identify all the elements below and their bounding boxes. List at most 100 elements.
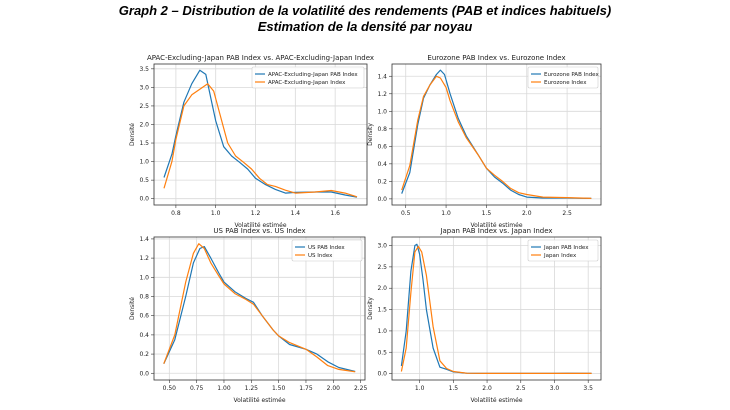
y-tick-label: 2.5 bbox=[139, 103, 149, 110]
x-tick-label: 1.4 bbox=[291, 210, 301, 217]
y-tick-label: 0.4 bbox=[377, 161, 387, 168]
legend-label: Eurozone Index bbox=[544, 80, 587, 86]
legend-box bbox=[291, 239, 363, 262]
x-tick-label: 2.5 bbox=[516, 385, 526, 392]
y-tick-label: 0.4 bbox=[139, 332, 149, 339]
legend: APAC-Excluding-Japan PAB Index APAC-Exclu… bbox=[251, 66, 365, 89]
y-tick-label: 3.0 bbox=[139, 84, 149, 91]
y-tick-label: 3.0 bbox=[377, 243, 387, 250]
series-line-index bbox=[400, 245, 592, 374]
legend-label: APAC-Excluding-Japan Index bbox=[268, 80, 346, 86]
subplot-title: Japan PAB Index vs. Japan Index bbox=[439, 227, 552, 235]
legend: Eurozone PAB Index Eurozone Index bbox=[527, 66, 599, 89]
y-tick-label: 1.0 bbox=[377, 108, 387, 115]
x-tick-label: 0.50 bbox=[163, 385, 177, 392]
figure-subtitle: Estimation de la densité par noyau bbox=[257, 19, 473, 34]
x-tick-label: 1.5 bbox=[482, 210, 492, 217]
y-axis-label: Densité bbox=[129, 297, 136, 320]
x-tick-label: 1.25 bbox=[245, 385, 259, 392]
legend-label: Japan Index bbox=[543, 253, 577, 259]
x-tick-label: 2.0 bbox=[522, 210, 532, 217]
subplot-4: 1.0 1.5 2.0 2.5 3.0 3.5 0.0 0.5 1.0 1.5 2.0 2.5 3.0 J… bbox=[367, 227, 602, 404]
legend: US PAB Index US Index bbox=[291, 239, 363, 262]
y-axis-label: Density bbox=[367, 297, 374, 320]
y-tick-label: 0.0 bbox=[377, 196, 387, 203]
legend-label: US Index bbox=[308, 253, 333, 259]
y-axis-label: Densité bbox=[129, 123, 136, 146]
y-tick-label: 1.4 bbox=[377, 73, 387, 80]
y-tick-label: 2.0 bbox=[377, 285, 387, 292]
y-tick-label: 0.5 bbox=[377, 349, 387, 356]
x-tick-label: 1.50 bbox=[272, 385, 286, 392]
x-tick-label: 2.0 bbox=[482, 385, 492, 392]
x-tick-label: 3.5 bbox=[583, 385, 593, 392]
y-tick-label: 0.6 bbox=[139, 313, 149, 320]
subplot-title: Eurozone PAB Index vs. Eurozone Index bbox=[427, 54, 565, 62]
x-tick-label: 1.0 bbox=[415, 385, 425, 392]
y-axis-label: Density bbox=[367, 123, 374, 146]
subplot-2: 0.5 1.0 1.5 2.0 2.5 0.0 0.2 0.4 0.6 0.8 1.0 1.2 1.4 E… bbox=[367, 54, 602, 229]
y-tick-label: 0.5 bbox=[139, 177, 149, 184]
series-line-index bbox=[163, 243, 356, 373]
series-line-pab bbox=[163, 246, 356, 372]
y-tick-label: 1.5 bbox=[377, 307, 387, 314]
legend-label: Eurozone PAB Index bbox=[544, 72, 599, 78]
subplot-3: 0.50 0.75 1.00 1.25 1.50 1.75 2.00 2.25 0.0 0.2 0.… bbox=[129, 227, 367, 404]
x-tick-label: 2.00 bbox=[327, 385, 341, 392]
series-line-pab bbox=[163, 69, 358, 198]
series-line-index bbox=[163, 83, 358, 198]
x-tick-label: 1.75 bbox=[299, 385, 313, 392]
y-tick-label: 1.4 bbox=[139, 236, 149, 243]
y-tick-label: 1.0 bbox=[139, 274, 149, 281]
x-axis-label: Volatilité estimée bbox=[470, 397, 522, 404]
series-line-pab bbox=[400, 243, 592, 374]
y-tick-label: 0.6 bbox=[377, 143, 387, 150]
y-tick-label: 0.0 bbox=[377, 371, 387, 378]
y-tick-label: 1.2 bbox=[139, 255, 149, 262]
legend-box bbox=[527, 239, 599, 262]
x-tick-label: 1.6 bbox=[330, 210, 340, 217]
series-line-pab bbox=[401, 69, 592, 199]
x-tick-label: 1.0 bbox=[441, 210, 451, 217]
x-tick-label: 1.5 bbox=[449, 385, 459, 392]
y-tick-label: 0.8 bbox=[377, 126, 387, 133]
axes-frame bbox=[391, 236, 602, 381]
x-tick-label: 0.75 bbox=[190, 385, 204, 392]
x-tick-label: 0.5 bbox=[401, 210, 411, 217]
y-tick-label: 1.5 bbox=[139, 140, 149, 147]
axes-frame bbox=[391, 63, 602, 206]
legend-box bbox=[527, 66, 599, 89]
x-axis-label: Volatilité estimée bbox=[233, 397, 285, 404]
legend-label: US PAB Index bbox=[308, 245, 345, 251]
y-tick-label: 0.0 bbox=[139, 370, 149, 377]
axes-frame bbox=[153, 236, 366, 381]
y-tick-label: 0.2 bbox=[377, 178, 387, 185]
series-line-index bbox=[401, 75, 592, 199]
legend: Japan PAB Index Japan Index bbox=[527, 239, 599, 262]
y-tick-label: 0.8 bbox=[139, 294, 149, 301]
x-tick-label: 1.2 bbox=[251, 210, 261, 217]
x-axis-label: Volatilité estimée bbox=[470, 222, 522, 229]
x-tick-label: 1.00 bbox=[217, 385, 231, 392]
figure-title: Graph 2 – Distribution de la volatilité … bbox=[118, 3, 612, 18]
x-tick-label: 1.0 bbox=[211, 210, 221, 217]
x-tick-label: 2.5 bbox=[562, 210, 572, 217]
subplot-title: US PAB Index vs. US Index bbox=[213, 227, 305, 235]
y-tick-label: 0.0 bbox=[139, 196, 149, 203]
axes-frame bbox=[153, 63, 368, 206]
x-tick-label: 3.0 bbox=[550, 385, 560, 392]
x-tick-label: 2.25 bbox=[354, 385, 368, 392]
y-tick-label: 2.5 bbox=[377, 264, 387, 271]
legend-label: Japan PAB Index bbox=[543, 245, 589, 251]
y-tick-label: 0.2 bbox=[139, 351, 149, 358]
x-tick-label: 0.8 bbox=[171, 210, 181, 217]
legend-label: APAC-Excluding-Japan PAB Index bbox=[268, 72, 358, 78]
y-tick-label: 3.5 bbox=[139, 66, 149, 73]
y-tick-label: 1.2 bbox=[377, 91, 387, 98]
x-axis-label: Volatilité estimée bbox=[234, 222, 286, 229]
y-tick-label: 1.0 bbox=[377, 328, 387, 335]
subplot-1: 0.8 1.0 1.2 1.4 1.6 0.0 0.5 1.0 1.5 2.0 2.5 3.0 3.5 A… bbox=[129, 54, 374, 229]
legend-box bbox=[251, 66, 365, 89]
subplot-title: APAC-Excluding-Japan PAB Index vs. APAC-… bbox=[147, 54, 374, 62]
